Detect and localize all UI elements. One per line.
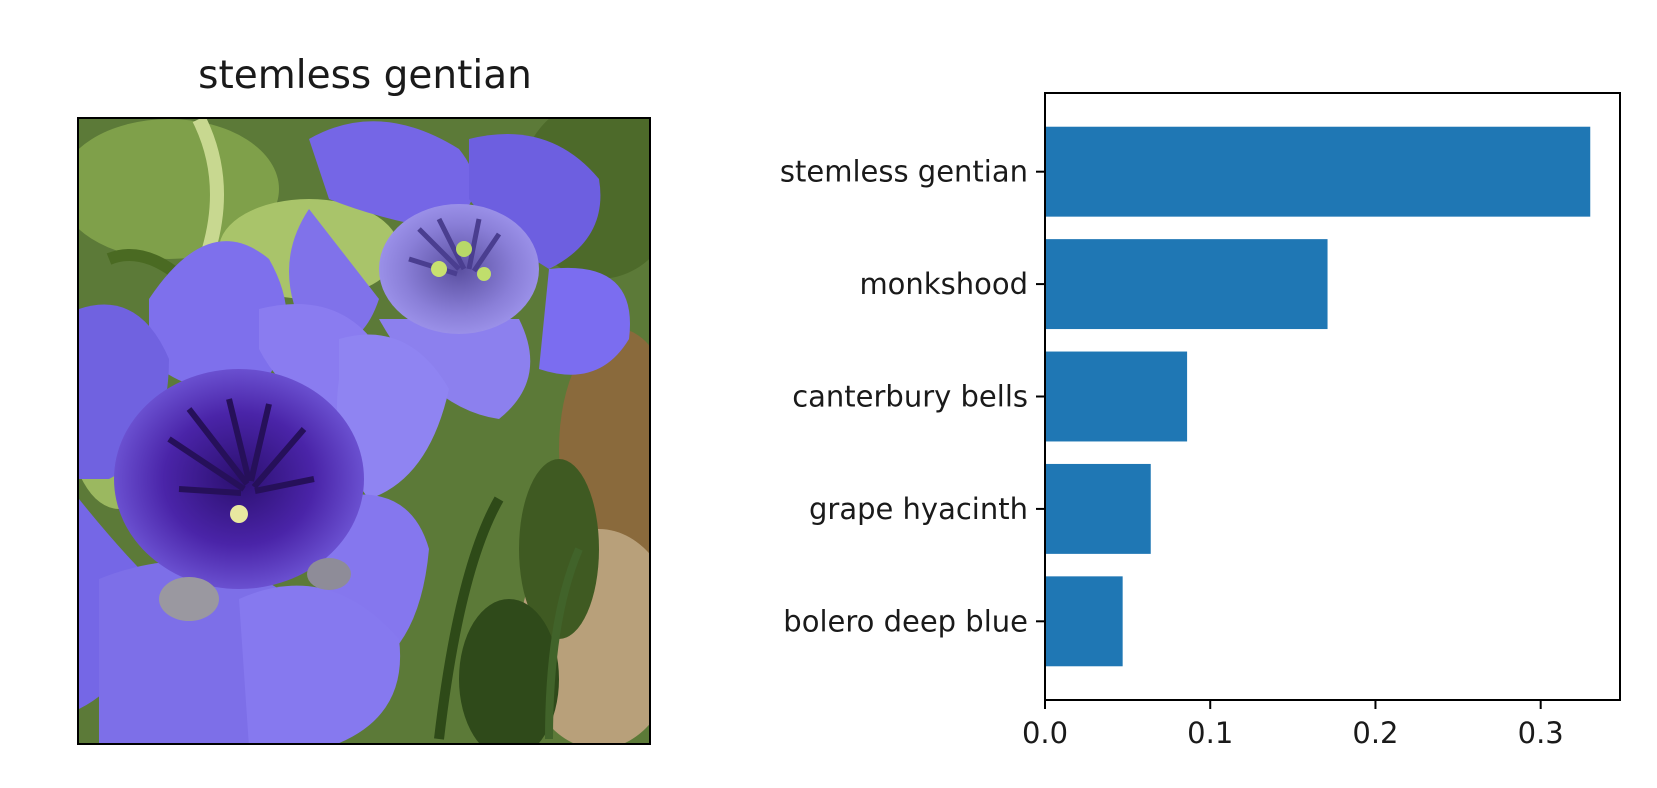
- bar-stemless-gentian: [1045, 126, 1591, 217]
- image-title: stemless gentian: [198, 53, 532, 98]
- flower-photo: [77, 117, 651, 745]
- y-tick-label: monkshood: [859, 267, 1028, 301]
- y-tick-label: stemless gentian: [780, 155, 1028, 189]
- y-tick-label: grape hyacinth: [809, 492, 1028, 526]
- x-tick-label: 0.1: [1187, 716, 1233, 750]
- x-tick-label: 0.3: [1518, 716, 1564, 750]
- bar-canterbury-bells: [1045, 351, 1188, 442]
- image-panel: stemless gentian: [0, 0, 700, 788]
- bar-monkshood: [1045, 239, 1328, 330]
- bars-group: [1045, 126, 1591, 667]
- y-tick-label: bolero deep blue: [783, 604, 1028, 638]
- x-tick-label: 0.2: [1352, 716, 1398, 750]
- bar-grape-hyacinth: [1045, 463, 1151, 554]
- x-tick-label: 0.0: [1022, 716, 1068, 750]
- y-tick-label: canterbury bells: [792, 380, 1028, 414]
- bar-bolero-deep-blue: [1045, 576, 1123, 667]
- y-axis: stemless gentian monkshood canterbury bell…: [780, 155, 1045, 638]
- flower-illustration: [79, 119, 649, 743]
- x-axis: 0.0 0.1 0.2 0.3: [1022, 700, 1564, 750]
